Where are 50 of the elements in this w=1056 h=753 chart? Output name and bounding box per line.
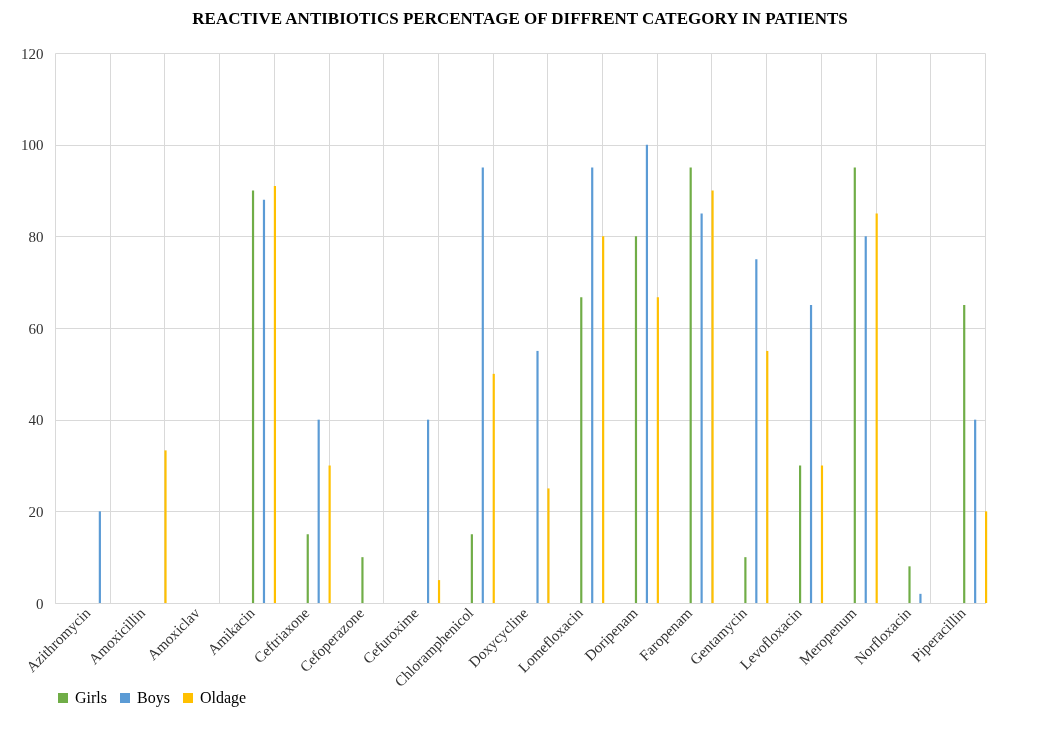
- bar: [766, 350, 769, 603]
- bar: [700, 213, 703, 603]
- bar: [361, 557, 364, 603]
- bar: [481, 167, 484, 603]
- bar: [164, 450, 167, 603]
- legend-label: Oldage: [200, 689, 247, 707]
- bar: [262, 199, 266, 603]
- bar: [744, 557, 747, 603]
- bar: [602, 236, 605, 603]
- bar: [853, 167, 856, 603]
- legend-label: Girls: [75, 689, 107, 706]
- bar: [536, 350, 539, 603]
- bar: [98, 511, 101, 603]
- bar: [645, 144, 649, 603]
- bar: [908, 566, 911, 603]
- bar: [974, 419, 977, 603]
- y-tick-label: 40: [28, 412, 44, 429]
- bar: [875, 213, 878, 603]
- chart-title: REACTIVE ANTIBIOTICS PERCENTAGE OF DIFFRENT CATEGORY IN PATIENTS: [192, 9, 848, 28]
- bar: [591, 167, 594, 603]
- y-tick-label: 0: [36, 595, 44, 612]
- bar: [427, 419, 430, 603]
- bar: [470, 534, 473, 603]
- bar: [919, 593, 922, 603]
- bar: [963, 305, 966, 603]
- bar: [306, 534, 309, 603]
- bar: [864, 236, 867, 603]
- legend-label: Boys: [137, 689, 170, 707]
- bar: [809, 305, 813, 603]
- bar: [547, 488, 550, 603]
- bar: [580, 297, 583, 603]
- bar: [985, 511, 988, 603]
- bar: [317, 419, 320, 603]
- bar: [328, 465, 331, 603]
- bar: [437, 580, 441, 603]
- y-tick-label: 120: [21, 45, 44, 62]
- bar: [656, 297, 659, 603]
- bar: [820, 465, 824, 603]
- bar: [492, 373, 495, 603]
- bar: [273, 185, 277, 603]
- bar: [251, 190, 255, 603]
- bar: [689, 167, 692, 603]
- bar: [755, 259, 758, 603]
- bar: [799, 465, 802, 603]
- y-tick-label: 60: [28, 320, 44, 337]
- y-tick-label: 100: [21, 137, 44, 154]
- y-tick-label: 20: [28, 503, 44, 520]
- y-tick-label: 80: [28, 228, 44, 245]
- bar: [634, 236, 638, 603]
- bar: [711, 190, 714, 603]
